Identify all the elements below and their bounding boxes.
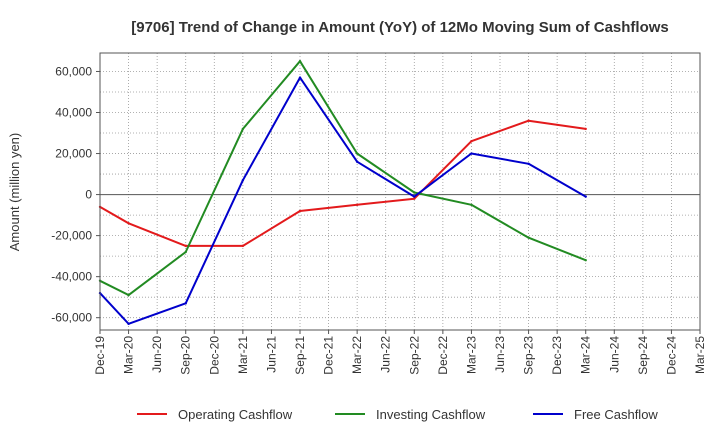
x-tick-label: Dec-24 — [664, 336, 678, 375]
data-point — [527, 236, 530, 239]
x-tick-label: Dec-22 — [436, 336, 450, 375]
x-tick-label: Sep-22 — [407, 336, 421, 375]
data-point — [241, 244, 245, 248]
series-line-free-cashflow — [99, 76, 587, 325]
y-tick-label: 20,000 — [55, 147, 92, 161]
data-point — [413, 197, 416, 200]
y-tick-label: -20,000 — [51, 229, 92, 243]
y-tick-label: 60,000 — [55, 64, 92, 78]
x-tick-label: Mar-20 — [122, 336, 136, 374]
data-point — [241, 179, 245, 182]
legend-label: Free Cashflow — [574, 407, 658, 422]
y-tick-label: 40,000 — [55, 106, 92, 120]
x-tick-label: Dec-23 — [550, 336, 564, 375]
x-tick-label: Dec-21 — [322, 336, 336, 375]
data-point — [527, 162, 530, 165]
data-point — [127, 222, 130, 225]
data-point — [413, 191, 416, 194]
data-point — [355, 160, 359, 163]
x-tick-label: Sep-24 — [636, 336, 650, 375]
x-tick-label: Dec-20 — [207, 336, 221, 375]
x-tick-label: Jun-24 — [607, 336, 621, 373]
x-tick-label: Dec-19 — [93, 336, 107, 375]
legend-label: Investing Cashflow — [376, 407, 486, 422]
data-point — [470, 140, 473, 143]
data-point — [127, 293, 130, 297]
plot-area — [100, 53, 700, 330]
data-point — [355, 152, 359, 155]
x-tick-label: Jun-23 — [493, 336, 507, 373]
data-point — [184, 250, 187, 254]
series-line-operating-cashflow — [99, 119, 586, 247]
x-tick-label: Mar-21 — [236, 336, 250, 374]
plot-frame — [99, 52, 701, 331]
x-tick-label: Jun-21 — [264, 336, 278, 373]
x-tick-label: Jun-22 — [379, 336, 393, 373]
legend: Operating Cashflow Investing Cashflow Free… — [137, 407, 658, 422]
data-point — [184, 302, 187, 305]
data-point — [127, 322, 130, 326]
x-tick-label: Mar-23 — [464, 336, 478, 374]
series-layer — [98, 60, 587, 326]
data-point — [298, 209, 302, 213]
y-tick-label: 0 — [85, 188, 92, 202]
data-point — [355, 203, 359, 207]
data-point — [584, 195, 587, 198]
data-point — [470, 152, 473, 155]
x-tick-label: Sep-21 — [293, 336, 307, 375]
data-point — [584, 259, 587, 262]
y-tick-labels: 60,000 40,000 20,000 0 -20,000 -40,000 -60,000 — [51, 64, 100, 325]
x-tick-labels: Dec-19 Mar-20 Jun-20 Sep-20 Dec-20 Mar-21 Jun-… — [93, 330, 707, 375]
data-point — [241, 127, 245, 131]
x-tick-label: Mar-25 — [693, 336, 707, 374]
chart-title: [9706] Trend of Change in Amount (YoY) o… — [131, 19, 669, 36]
legend-label: Operating Cashflow — [178, 407, 293, 422]
series-line-investing-cashflow — [99, 60, 587, 297]
data-point — [298, 60, 302, 63]
data-point — [413, 195, 416, 198]
y-tick-label: -60,000 — [51, 311, 92, 325]
x-tick-label: Mar-22 — [350, 336, 364, 374]
data-point — [470, 203, 473, 207]
y-axis-label: Amount (million yen) — [7, 133, 22, 252]
data-point — [584, 127, 587, 131]
x-tick-label: Mar-24 — [579, 336, 593, 374]
x-tick-label: Sep-20 — [179, 336, 193, 375]
grid-layer — [100, 53, 700, 330]
data-point — [298, 76, 302, 79]
data-point — [184, 244, 187, 248]
data-point — [527, 119, 530, 122]
x-tick-label: Sep-23 — [522, 336, 536, 375]
x-tick-label: Jun-20 — [150, 336, 164, 373]
y-tick-label: -40,000 — [51, 270, 92, 284]
